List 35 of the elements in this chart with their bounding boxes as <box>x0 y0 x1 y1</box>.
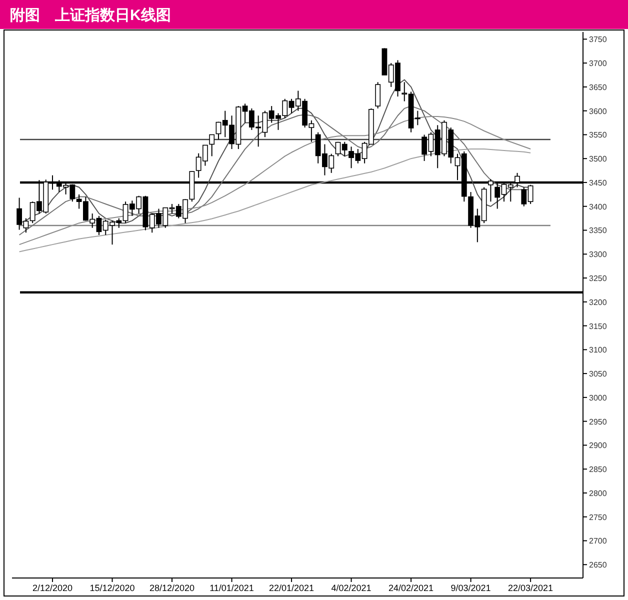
y-tick-label: 3200 <box>589 298 608 307</box>
y-tick-label: 3050 <box>589 370 608 379</box>
y-tick-label: 3150 <box>589 322 608 331</box>
y-tick-label: 3000 <box>589 393 608 402</box>
y-tick-label: 3250 <box>589 274 608 284</box>
y-tick-label: 3600 <box>589 106 608 116</box>
y-tick-label: 2950 <box>589 417 608 426</box>
y-tick-label: 3100 <box>589 346 608 355</box>
y-tick-label: 2800 <box>589 488 608 498</box>
y-tick-label: 3700 <box>589 59 608 68</box>
y-tick-label: 3400 <box>589 202 608 212</box>
y-tick-label: 2750 <box>589 512 608 522</box>
x-tick-label: 11/01/2021 <box>210 583 254 593</box>
y-tick-label: 3750 <box>589 35 608 44</box>
y-tick-label: 2700 <box>589 536 608 546</box>
x-tick-label: 9/03/2021 <box>450 583 491 593</box>
x-tick-label: 4/02/2021 <box>331 583 372 593</box>
x-tick-label: 24/02/2021 <box>388 583 434 593</box>
y-tick-label: 2650 <box>589 560 608 570</box>
x-tick-label: 22/01/2021 <box>269 583 314 593</box>
y-tick-label: 2850 <box>589 465 608 474</box>
candlestick <box>375 82 381 109</box>
x-tick-label: 22/03/2021 <box>508 583 554 593</box>
chart-title: 附图 上证指数日K线图 <box>10 7 171 24</box>
x-tick-label: 15/12/2020 <box>90 583 135 593</box>
y-tick-label: 2900 <box>589 441 608 450</box>
y-tick-label: 3550 <box>589 130 608 140</box>
y-tick-label: 3450 <box>589 178 608 188</box>
y-tick-label: 3500 <box>589 154 608 164</box>
y-tick-label: 3650 <box>589 82 608 92</box>
x-tick-label: 28/12/2020 <box>149 583 195 593</box>
y-tick-label: 3350 <box>589 226 608 236</box>
y-tick-label: 3300 <box>589 250 608 260</box>
x-tick-label: 2/12/2020 <box>32 583 73 593</box>
candlestick <box>209 134 215 157</box>
